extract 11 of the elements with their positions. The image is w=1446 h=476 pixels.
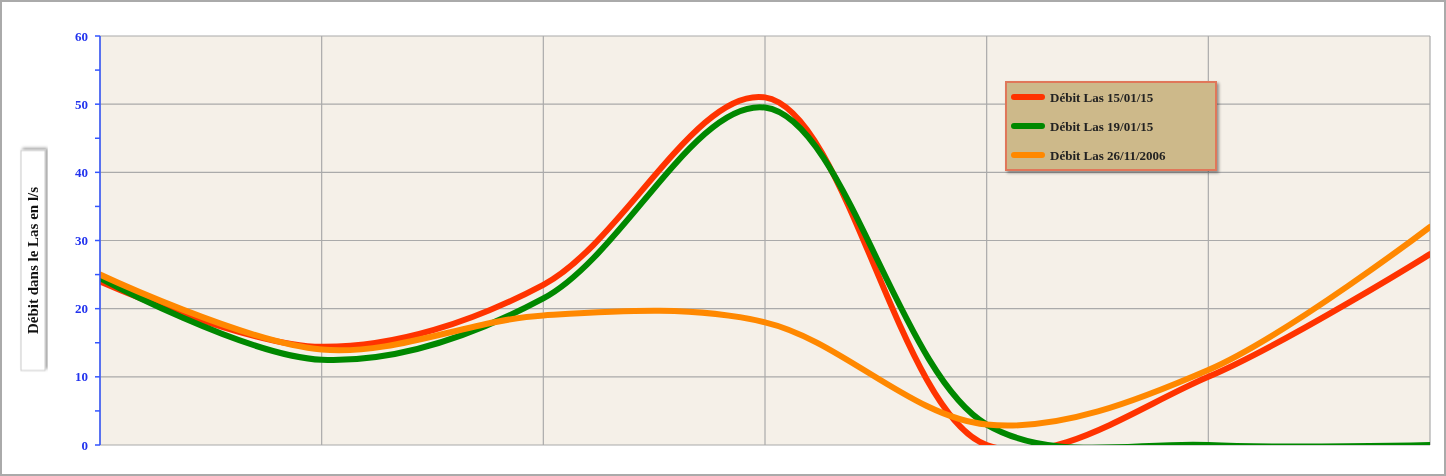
- y-tick-label: 40: [75, 164, 88, 180]
- y-tick-label: 30: [75, 233, 88, 249]
- legend-label: Débit Las 19/01/15: [1050, 118, 1154, 134]
- y-tick-label: 20: [75, 301, 88, 317]
- y-axis-title: Débit dans le Las en l/s: [25, 186, 42, 335]
- y-tick-label: 10: [75, 369, 88, 385]
- legend-label: Débit Las 26/11/2006: [1050, 147, 1167, 163]
- y-tick-label: 60: [75, 28, 88, 44]
- legend-label: Débit Las 15/01/15: [1050, 89, 1154, 105]
- y-tick-label: 50: [75, 96, 88, 112]
- y-tick-label: 0: [81, 437, 88, 453]
